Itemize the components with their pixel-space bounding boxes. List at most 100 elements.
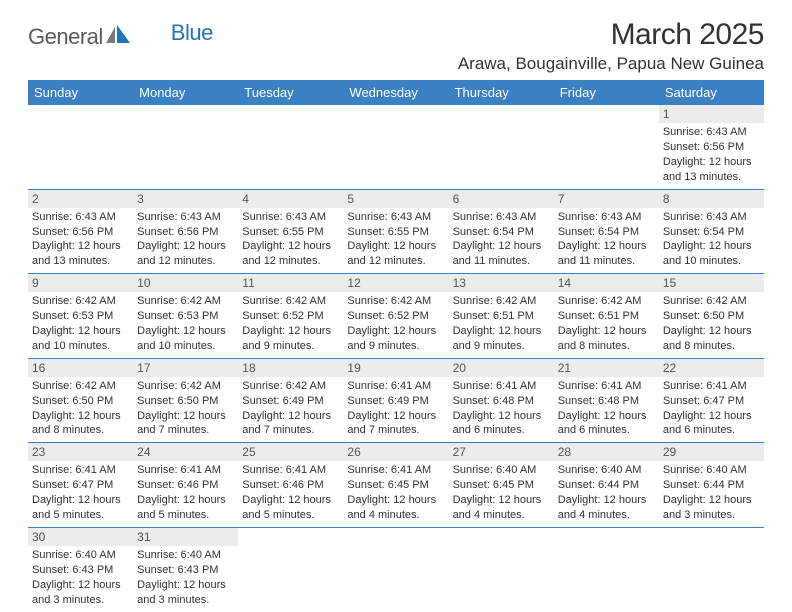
- calendar-cell: [343, 105, 448, 189]
- sunset-text: Sunset: 6:49 PM: [242, 394, 339, 409]
- sunset-text: Sunset: 6:50 PM: [137, 394, 234, 409]
- calendar-row: 1Sunrise: 6:43 AMSunset: 6:56 PMDaylight…: [28, 105, 764, 189]
- sunrise-text: Sunrise: 6:41 AM: [137, 463, 234, 478]
- calendar-cell: [659, 527, 764, 611]
- daylight2-text: and 7 minutes.: [347, 423, 444, 438]
- daylight1-text: Daylight: 12 hours: [137, 493, 234, 508]
- logo: General Blue: [28, 24, 173, 50]
- daylight1-text: Daylight: 12 hours: [32, 493, 129, 508]
- daylight1-text: Daylight: 12 hours: [347, 493, 444, 508]
- calendar-cell: 15Sunrise: 6:42 AMSunset: 6:50 PMDayligh…: [659, 274, 764, 359]
- daylight1-text: Daylight: 12 hours: [663, 493, 760, 508]
- day-number: 11: [238, 274, 343, 292]
- day-number: 15: [659, 274, 764, 292]
- weekday-header: Tuesday: [238, 80, 343, 105]
- sunrise-text: Sunrise: 6:40 AM: [558, 463, 655, 478]
- daylight2-text: and 13 minutes.: [32, 254, 129, 269]
- sunset-text: Sunset: 6:43 PM: [32, 563, 129, 578]
- sunset-text: Sunset: 6:47 PM: [663, 394, 760, 409]
- daylight1-text: Daylight: 12 hours: [242, 493, 339, 508]
- daylight1-text: Daylight: 12 hours: [32, 324, 129, 339]
- calendar-cell: 6Sunrise: 6:43 AMSunset: 6:54 PMDaylight…: [449, 189, 554, 274]
- sunrise-text: Sunrise: 6:42 AM: [32, 379, 129, 394]
- daylight2-text: and 8 minutes.: [663, 339, 760, 354]
- calendar-cell: 5Sunrise: 6:43 AMSunset: 6:55 PMDaylight…: [343, 189, 448, 274]
- calendar-cell: 19Sunrise: 6:41 AMSunset: 6:49 PMDayligh…: [343, 358, 448, 443]
- day-number: 9: [28, 274, 133, 292]
- title-block: March 2025 Arawa, Bougainville, Papua Ne…: [458, 18, 764, 74]
- calendar-cell: 9Sunrise: 6:42 AMSunset: 6:53 PMDaylight…: [28, 274, 133, 359]
- sunrise-text: Sunrise: 6:42 AM: [347, 294, 444, 309]
- sunset-text: Sunset: 6:45 PM: [347, 478, 444, 493]
- calendar-cell: [238, 527, 343, 611]
- calendar-cell: 12Sunrise: 6:42 AMSunset: 6:52 PMDayligh…: [343, 274, 448, 359]
- daylight1-text: Daylight: 12 hours: [663, 324, 760, 339]
- location-subtitle: Arawa, Bougainville, Papua New Guinea: [458, 54, 764, 74]
- sunset-text: Sunset: 6:54 PM: [453, 225, 550, 240]
- day-number: 29: [659, 443, 764, 461]
- daylight1-text: Daylight: 12 hours: [453, 493, 550, 508]
- daylight1-text: Daylight: 12 hours: [558, 239, 655, 254]
- day-number: 2: [28, 190, 133, 208]
- daylight2-text: and 9 minutes.: [347, 339, 444, 354]
- calendar-cell: 28Sunrise: 6:40 AMSunset: 6:44 PMDayligh…: [554, 443, 659, 528]
- sunrise-text: Sunrise: 6:43 AM: [663, 125, 760, 140]
- calendar-cell: [449, 527, 554, 611]
- sunset-text: Sunset: 6:56 PM: [137, 225, 234, 240]
- calendar-cell: 4Sunrise: 6:43 AMSunset: 6:55 PMDaylight…: [238, 189, 343, 274]
- sunset-text: Sunset: 6:46 PM: [137, 478, 234, 493]
- daylight1-text: Daylight: 12 hours: [137, 239, 234, 254]
- daylight2-text: and 5 minutes.: [242, 508, 339, 523]
- daylight2-text: and 6 minutes.: [453, 423, 550, 438]
- sunset-text: Sunset: 6:48 PM: [558, 394, 655, 409]
- daylight1-text: Daylight: 12 hours: [663, 409, 760, 424]
- day-number: 30: [28, 528, 133, 546]
- day-number: 6: [449, 190, 554, 208]
- daylight2-text: and 5 minutes.: [137, 508, 234, 523]
- calendar-row: 23Sunrise: 6:41 AMSunset: 6:47 PMDayligh…: [28, 443, 764, 528]
- sunset-text: Sunset: 6:50 PM: [663, 309, 760, 324]
- calendar-row: 9Sunrise: 6:42 AMSunset: 6:53 PMDaylight…: [28, 274, 764, 359]
- sunset-text: Sunset: 6:44 PM: [663, 478, 760, 493]
- sunrise-text: Sunrise: 6:42 AM: [242, 379, 339, 394]
- calendar-cell: [343, 527, 448, 611]
- calendar-cell: 10Sunrise: 6:42 AMSunset: 6:53 PMDayligh…: [133, 274, 238, 359]
- calendar-cell: 24Sunrise: 6:41 AMSunset: 6:46 PMDayligh…: [133, 443, 238, 528]
- header: General Blue March 2025 Arawa, Bougainvi…: [28, 18, 764, 74]
- calendar-cell: 2Sunrise: 6:43 AMSunset: 6:56 PMDaylight…: [28, 189, 133, 274]
- weekday-header: Friday: [554, 80, 659, 105]
- daylight2-text: and 6 minutes.: [663, 423, 760, 438]
- calendar-cell: 17Sunrise: 6:42 AMSunset: 6:50 PMDayligh…: [133, 358, 238, 443]
- day-number: 27: [449, 443, 554, 461]
- day-number: 19: [343, 359, 448, 377]
- sunrise-text: Sunrise: 6:40 AM: [453, 463, 550, 478]
- sunset-text: Sunset: 6:44 PM: [558, 478, 655, 493]
- sunrise-text: Sunrise: 6:43 AM: [32, 210, 129, 225]
- daylight2-text: and 10 minutes.: [137, 339, 234, 354]
- sunrise-text: Sunrise: 6:42 AM: [137, 294, 234, 309]
- daylight2-text: and 10 minutes.: [32, 339, 129, 354]
- daylight2-text: and 5 minutes.: [32, 508, 129, 523]
- sunset-text: Sunset: 6:52 PM: [242, 309, 339, 324]
- day-number: 20: [449, 359, 554, 377]
- sunset-text: Sunset: 6:56 PM: [663, 140, 760, 155]
- calendar-cell: 22Sunrise: 6:41 AMSunset: 6:47 PMDayligh…: [659, 358, 764, 443]
- day-number: 16: [28, 359, 133, 377]
- day-number: 25: [238, 443, 343, 461]
- day-number: 13: [449, 274, 554, 292]
- calendar-cell: 16Sunrise: 6:42 AMSunset: 6:50 PMDayligh…: [28, 358, 133, 443]
- daylight2-text: and 13 minutes.: [663, 170, 760, 185]
- calendar-cell: 20Sunrise: 6:41 AMSunset: 6:48 PMDayligh…: [449, 358, 554, 443]
- sunrise-text: Sunrise: 6:42 AM: [242, 294, 339, 309]
- sunrise-text: Sunrise: 6:43 AM: [137, 210, 234, 225]
- sunset-text: Sunset: 6:53 PM: [32, 309, 129, 324]
- calendar-cell: 27Sunrise: 6:40 AMSunset: 6:45 PMDayligh…: [449, 443, 554, 528]
- sunset-text: Sunset: 6:47 PM: [32, 478, 129, 493]
- day-number: 5: [343, 190, 448, 208]
- daylight2-text: and 8 minutes.: [32, 423, 129, 438]
- weekday-header: Monday: [133, 80, 238, 105]
- day-number: 3: [133, 190, 238, 208]
- daylight1-text: Daylight: 12 hours: [137, 578, 234, 593]
- daylight2-text: and 9 minutes.: [453, 339, 550, 354]
- calendar-cell: [554, 105, 659, 189]
